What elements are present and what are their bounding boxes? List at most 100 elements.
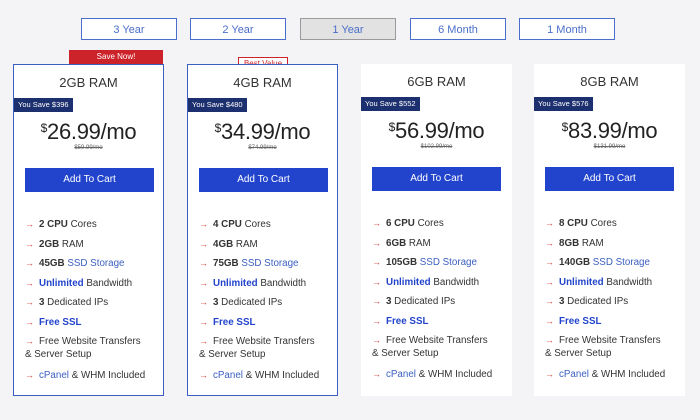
feature-ips: → 3 Dedicated IPs	[372, 296, 456, 307]
arrow-right-icon: →	[545, 277, 554, 287]
original-price: $59.99/mo	[74, 145, 103, 151]
plan-title: 2GB RAM	[59, 75, 118, 90]
feature-ssl: → Free SSL	[372, 316, 429, 327]
currency-symbol: $	[388, 120, 396, 134]
add-to-cart-button[interactable]: Add To Cart	[372, 167, 501, 191]
original-price: $131.99/mo	[593, 144, 626, 150]
feature-storage: → 105GB SSD Storage	[372, 257, 477, 268]
feature-ssl: → Free SSL	[199, 317, 256, 328]
plan-title: 8GB RAM	[580, 74, 639, 89]
feature-storage: → 140GB SSD Storage	[545, 257, 650, 268]
arrow-right-icon: →	[372, 257, 381, 267]
arrow-right-icon: →	[199, 370, 208, 380]
original-price: $102.99/mo	[420, 144, 453, 150]
tab-2-year[interactable]: 2 Year	[190, 18, 286, 40]
feature-ssl: → Free SSL	[545, 316, 602, 327]
feature-transfers: → Free Website Transfers & Server Setup	[545, 335, 661, 359]
feature-transfers: → Free Website Transfers & Server Setup	[25, 336, 141, 360]
feature-ram: → 8GB RAM	[545, 238, 604, 249]
arrow-right-icon: →	[25, 219, 34, 229]
feature-ips: → 3 Dedicated IPs	[25, 297, 109, 308]
arrow-right-icon: →	[25, 258, 34, 268]
savings-badge: You Save $480	[188, 98, 247, 112]
arrow-right-icon: →	[372, 277, 381, 287]
arrow-right-icon: →	[25, 336, 34, 346]
feature-ssl: → Free SSL	[25, 317, 82, 328]
feature-cpu: → 8 CPU Cores	[545, 218, 617, 229]
save-now-ribbon: Save Now!	[69, 50, 163, 64]
currency-symbol: $	[214, 121, 222, 135]
feature-cpu: → 6 CPU Cores	[372, 218, 444, 229]
feature-ram: → 4GB RAM	[199, 239, 258, 250]
plan-price: $83.99/mo	[534, 118, 685, 144]
currency-symbol: $	[40, 121, 48, 135]
feature-ips: → 3 Dedicated IPs	[545, 296, 629, 307]
tab-3-year[interactable]: 3 Year	[81, 18, 177, 40]
feature-cpanel: → cPanel & WHM Included	[25, 370, 146, 381]
currency-symbol: $	[561, 120, 569, 134]
feature-transfers: → Free Website Transfers & Server Setup	[372, 335, 488, 359]
arrow-right-icon: →	[372, 316, 381, 326]
price-amount: 26.99/mo	[47, 119, 137, 144]
arrow-right-icon: →	[545, 238, 554, 248]
price-amount: 83.99/mo	[568, 118, 658, 143]
arrow-right-icon: →	[372, 238, 381, 248]
arrow-right-icon: →	[372, 369, 381, 379]
plan-title: 4GB RAM	[233, 75, 292, 90]
arrow-right-icon: →	[372, 296, 381, 306]
arrow-right-icon: →	[545, 335, 554, 345]
arrow-right-icon: →	[372, 335, 381, 345]
arrow-right-icon: →	[545, 296, 554, 306]
savings-badge: You Save $396	[14, 98, 73, 112]
arrow-right-icon: →	[25, 297, 34, 307]
arrow-right-icon: →	[545, 369, 554, 379]
feature-cpanel: → cPanel & WHM Included	[545, 369, 666, 380]
feature-ram: → 2GB RAM	[25, 239, 84, 250]
arrow-right-icon: →	[25, 317, 34, 327]
price-amount: 34.99/mo	[221, 119, 311, 144]
arrow-right-icon: →	[25, 278, 34, 288]
plan-card-2gb: 2GB RAM You Save $396 $26.99/mo $59.99/m…	[13, 64, 164, 396]
arrow-right-icon: →	[545, 257, 554, 267]
plan-price: $26.99/mo	[14, 119, 163, 145]
add-to-cart-button[interactable]: Add To Cart	[199, 168, 328, 192]
feature-bandwidth: → Unlimited Bandwidth	[545, 277, 653, 288]
arrow-right-icon: →	[545, 316, 554, 326]
feature-cpanel: → cPanel & WHM Included	[199, 370, 320, 381]
arrow-right-icon: →	[199, 219, 208, 229]
price-amount: 56.99/mo	[395, 118, 485, 143]
plan-title: 6GB RAM	[407, 74, 466, 89]
arrow-right-icon: →	[199, 278, 208, 288]
feature-cpanel: → cPanel & WHM Included	[372, 369, 493, 380]
arrow-right-icon: →	[545, 218, 554, 228]
add-to-cart-button[interactable]: Add To Cart	[25, 168, 154, 192]
tab-6-month[interactable]: 6 Month	[410, 18, 506, 40]
arrow-right-icon: →	[199, 336, 208, 346]
plan-price: $34.99/mo	[188, 119, 337, 145]
add-to-cart-button[interactable]: Add To Cart	[545, 167, 674, 191]
feature-storage: → 45GB SSD Storage	[25, 258, 125, 269]
plan-card-6gb: 6GB RAM You Save $552 $56.99/mo $102.99/…	[361, 64, 512, 396]
arrow-right-icon: →	[25, 370, 34, 380]
plan-card-8gb: 8GB RAM You Save $576 $83.99/mo $131.99/…	[534, 64, 685, 396]
feature-storage: → 75GB SSD Storage	[199, 258, 299, 269]
tab-1-month[interactable]: 1 Month	[519, 18, 615, 40]
arrow-right-icon: →	[199, 297, 208, 307]
arrow-right-icon: →	[199, 239, 208, 249]
feature-cpu: → 4 CPU Cores	[199, 219, 271, 230]
billing-period-tabs: 3 Year 2 Year 1 Year 6 Month 1 Month	[0, 18, 700, 42]
feature-ram: → 6GB RAM	[372, 238, 431, 249]
feature-bandwidth: → Unlimited Bandwidth	[372, 277, 480, 288]
arrow-right-icon: →	[25, 239, 34, 249]
savings-badge: You Save $552	[361, 97, 420, 111]
plan-price: $56.99/mo	[361, 118, 512, 144]
arrow-right-icon: →	[199, 317, 208, 327]
arrow-right-icon: →	[372, 218, 381, 228]
feature-cpu: → 2 CPU Cores	[25, 219, 97, 230]
feature-ips: → 3 Dedicated IPs	[199, 297, 283, 308]
arrow-right-icon: →	[199, 258, 208, 268]
plan-card-4gb: 4GB RAM You Save $480 $34.99/mo $74.99/m…	[187, 64, 338, 396]
feature-bandwidth: → Unlimited Bandwidth	[199, 278, 307, 289]
tab-1-year[interactable]: 1 Year	[300, 18, 396, 40]
feature-bandwidth: → Unlimited Bandwidth	[25, 278, 133, 289]
